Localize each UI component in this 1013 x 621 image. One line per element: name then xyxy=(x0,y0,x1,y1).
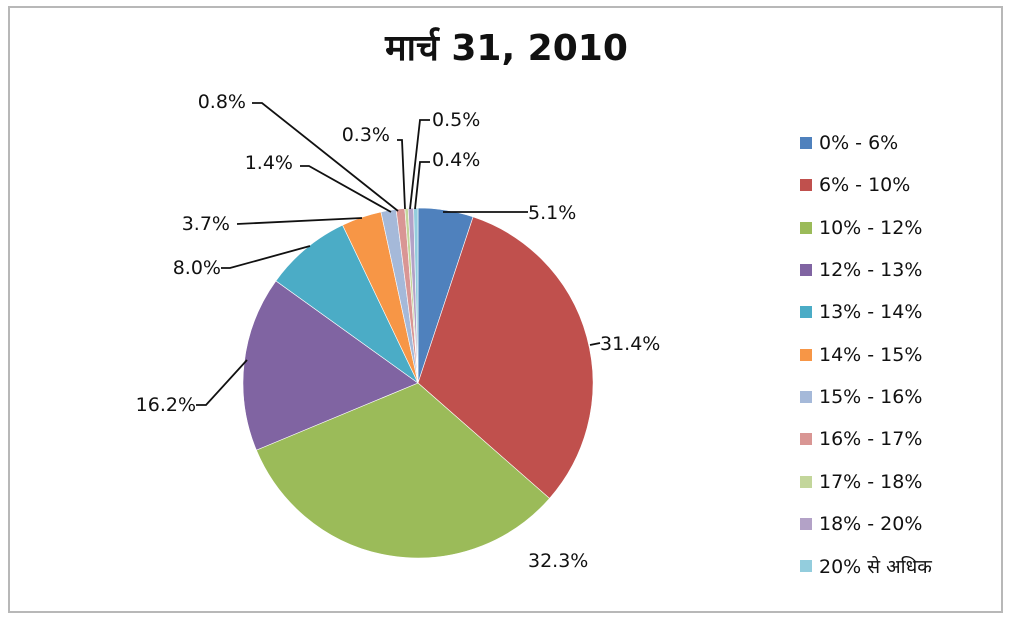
data-label-3: 32.3% xyxy=(528,550,588,572)
data-label-9: 0.3% xyxy=(342,124,390,146)
legend-item-9: 17% - 18% xyxy=(800,460,932,502)
data-label-4: 16.2% xyxy=(136,394,196,416)
legend-item-3: 10% - 12% xyxy=(800,207,932,249)
chart-legend: 0% - 6% 6% - 10% 10% - 12% 12% - 13% 13% - 1… xyxy=(800,122,932,587)
legend-label: 16% - 17% xyxy=(819,428,923,451)
legend-label: 18% - 20% xyxy=(819,512,923,535)
legend-label: 20% से अधिक xyxy=(819,556,932,579)
legend-item-4: 12% - 13% xyxy=(800,249,932,291)
leader-line-6 xyxy=(236,217,363,225)
legend-label: 17% - 18% xyxy=(819,470,923,493)
leader-line-5 xyxy=(221,245,311,269)
legend-item-6: 14% - 15% xyxy=(800,333,932,375)
legend-label: 14% - 15% xyxy=(819,343,923,366)
chart-title: मार्च 31, 2010 xyxy=(385,28,628,69)
legend-swatch xyxy=(800,221,812,234)
leader-line-11 xyxy=(414,161,430,210)
data-label-8: 0.8% xyxy=(198,91,246,113)
data-label-10: 0.5% xyxy=(432,109,480,131)
data-label-6: 3.7% xyxy=(182,213,230,235)
legend-item-5: 13% - 14% xyxy=(800,291,932,333)
legend-swatch xyxy=(800,475,812,488)
leader-line-10 xyxy=(409,119,430,210)
leader-line-9 xyxy=(397,139,406,210)
legend-swatch xyxy=(800,433,812,446)
legend-swatch xyxy=(800,390,812,403)
legend-item-11: 20% से अधिक xyxy=(800,545,932,587)
pie-slice-3 xyxy=(256,382,550,559)
legend-item-10: 18% - 20% xyxy=(800,503,932,545)
data-label-2: 31.4% xyxy=(600,333,660,355)
legend-swatch xyxy=(800,264,812,277)
leader-line-4 xyxy=(196,359,248,406)
data-label-7: 1.4% xyxy=(245,152,293,174)
legend-label: 0% - 6% xyxy=(819,132,899,155)
leader-line-8 xyxy=(252,102,399,212)
leader-line-2 xyxy=(589,342,601,346)
legend-swatch xyxy=(800,560,812,573)
legend-label: 13% - 14% xyxy=(819,301,923,324)
legend-swatch xyxy=(800,517,812,530)
legend-swatch xyxy=(800,179,812,192)
legend-swatch xyxy=(800,348,812,361)
pie-slice-2 xyxy=(417,216,594,499)
legend-swatch xyxy=(800,306,812,319)
data-label-11: 0.4% xyxy=(432,149,480,171)
legend-label: 12% - 13% xyxy=(819,259,923,282)
data-label-5: 8.0% xyxy=(173,257,221,279)
legend-label: 15% - 16% xyxy=(819,385,923,408)
legend-item-1: 0% - 6% xyxy=(800,122,932,164)
legend-item-2: 6% - 10% xyxy=(800,164,932,206)
legend-item-8: 16% - 17% xyxy=(800,418,932,460)
leader-line-7 xyxy=(300,165,392,213)
data-label-1: 5.1% xyxy=(528,202,576,224)
legend-item-7: 15% - 16% xyxy=(800,376,932,418)
legend-label: 10% - 12% xyxy=(819,216,923,239)
legend-swatch xyxy=(800,137,812,150)
legend-label: 6% - 10% xyxy=(819,174,911,197)
